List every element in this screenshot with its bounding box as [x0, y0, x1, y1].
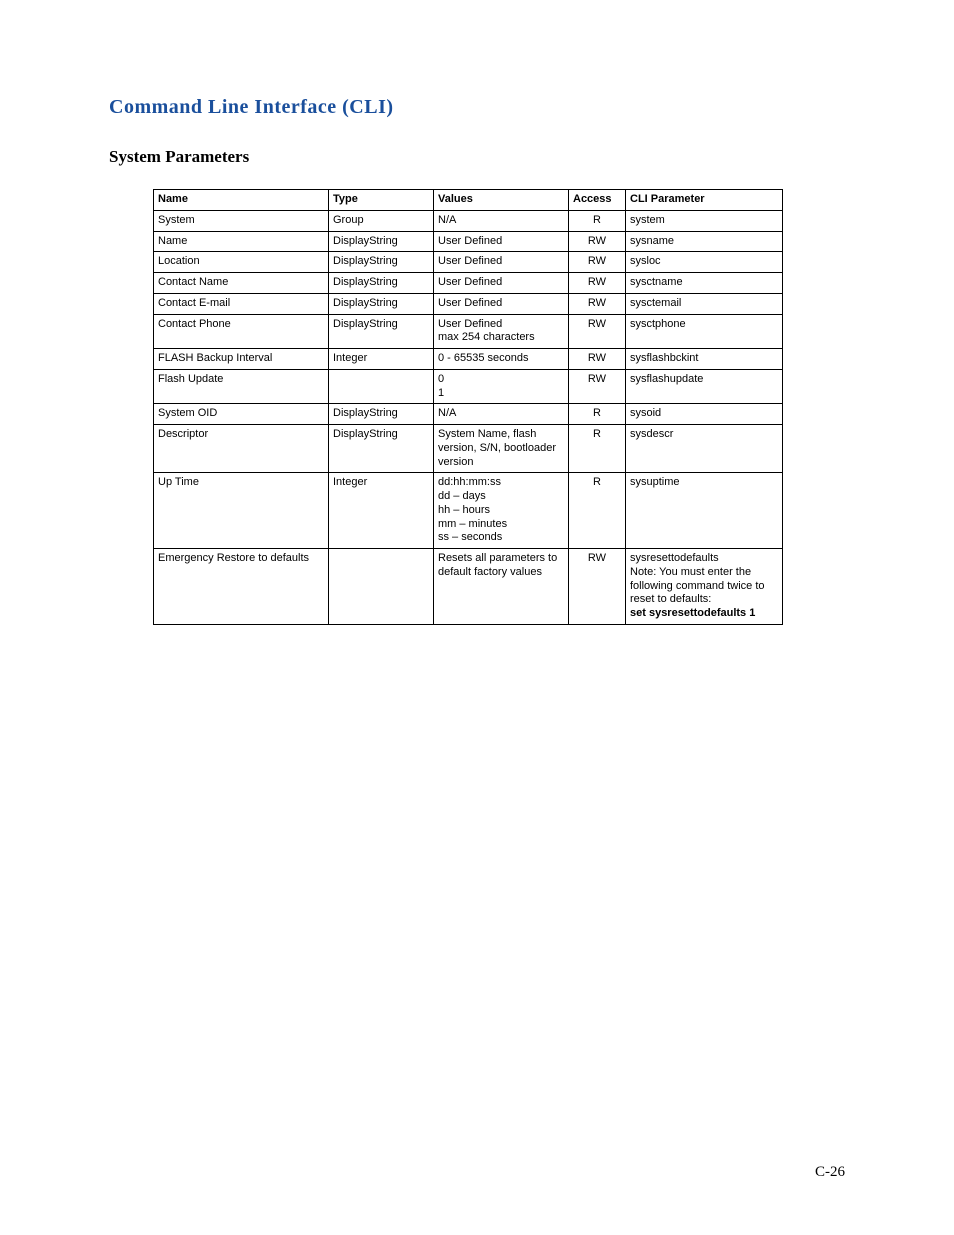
cell-values: User Defined	[434, 273, 569, 294]
cell-name: System	[154, 210, 329, 231]
cell-values: 0 - 65535 seconds	[434, 349, 569, 370]
cell-cli: sysloc	[626, 252, 783, 273]
table-body: SystemGroupN/ARsystemNameDisplayStringUs…	[154, 210, 783, 624]
cell-name: FLASH Backup Interval	[154, 349, 329, 370]
cell-access: R	[569, 210, 626, 231]
cell-type	[329, 369, 434, 404]
cell-cli: sysname	[626, 231, 783, 252]
col-header-type: Type	[329, 190, 434, 211]
table-row: Up TimeIntegerdd:hh:mm:ssdd – dayshh – h…	[154, 473, 783, 549]
table-row: Flash Update 01RWsysflashupdate	[154, 369, 783, 404]
cell-name: Contact Name	[154, 273, 329, 294]
page-number: C-26	[815, 1164, 845, 1181]
cell-access: RW	[569, 252, 626, 273]
cell-cli: sysctphone	[626, 314, 783, 349]
cell-access: RW	[569, 293, 626, 314]
table-row: Contact PhoneDisplayStringUser Definedma…	[154, 314, 783, 349]
cell-values: User Defined	[434, 293, 569, 314]
cell-access: R	[569, 425, 626, 473]
cell-cli: sysflashbckint	[626, 349, 783, 370]
cell-type: DisplayString	[329, 404, 434, 425]
cell-type: DisplayString	[329, 425, 434, 473]
table-row: Contact E-mailDisplayStringUser DefinedR…	[154, 293, 783, 314]
cell-access: RW	[569, 549, 626, 625]
document-page: Command Line Interface (CLI) System Para…	[0, 0, 954, 1235]
col-header-cli: CLI Parameter	[626, 190, 783, 211]
cell-access: RW	[569, 273, 626, 294]
table-row: LocationDisplayStringUser DefinedRWsyslo…	[154, 252, 783, 273]
cell-type	[329, 549, 434, 625]
cell-access: RW	[569, 231, 626, 252]
col-header-access: Access	[569, 190, 626, 211]
cell-type: DisplayString	[329, 252, 434, 273]
cell-cli: sysresettodefaultsNote: You must enter t…	[626, 549, 783, 625]
table-row: DescriptorDisplayStringSystem Name, flas…	[154, 425, 783, 473]
cell-name: Contact E-mail	[154, 293, 329, 314]
cell-type: Integer	[329, 349, 434, 370]
cell-name: Emergency Restore to defaults	[154, 549, 329, 625]
cell-type: DisplayString	[329, 293, 434, 314]
cell-name: Contact Phone	[154, 314, 329, 349]
cell-type: DisplayString	[329, 273, 434, 294]
cell-values: User Definedmax 254 characters	[434, 314, 569, 349]
cell-access: RW	[569, 349, 626, 370]
cell-values: User Defined	[434, 252, 569, 273]
cell-type: DisplayString	[329, 231, 434, 252]
cell-values: User Defined	[434, 231, 569, 252]
cell-name: Name	[154, 231, 329, 252]
section-heading: System Parameters	[109, 147, 845, 167]
table-row: Emergency Restore to defaults Resets all …	[154, 549, 783, 625]
cell-access: RW	[569, 314, 626, 349]
table-row: NameDisplayStringUser DefinedRWsysname	[154, 231, 783, 252]
cell-cli: sysctname	[626, 273, 783, 294]
table-row: SystemGroupN/ARsystem	[154, 210, 783, 231]
cell-type: Integer	[329, 473, 434, 549]
cell-values: Resets all parameters to default factory…	[434, 549, 569, 625]
cell-cli: system	[626, 210, 783, 231]
cell-name: Flash Update	[154, 369, 329, 404]
cell-cli-bold: set sysresettodefaults 1	[630, 607, 755, 619]
cell-name: Location	[154, 252, 329, 273]
cell-values: N/A	[434, 210, 569, 231]
cell-name: System OID	[154, 404, 329, 425]
cell-cli: sysoid	[626, 404, 783, 425]
cell-cli: sysflashupdate	[626, 369, 783, 404]
cell-name: Descriptor	[154, 425, 329, 473]
cell-access: R	[569, 473, 626, 549]
cell-access: RW	[569, 369, 626, 404]
cell-cli: sysctemail	[626, 293, 783, 314]
col-header-values: Values	[434, 190, 569, 211]
cell-name: Up Time	[154, 473, 329, 549]
cell-values: N/A	[434, 404, 569, 425]
cell-cli: sysuptime	[626, 473, 783, 549]
parameters-table: Name Type Values Access CLI Parameter Sy…	[153, 189, 783, 625]
table-row: Contact NameDisplayStringUser DefinedRWs…	[154, 273, 783, 294]
table-header-row: Name Type Values Access CLI Parameter	[154, 190, 783, 211]
cell-values: 01	[434, 369, 569, 404]
page-title: Command Line Interface (CLI)	[109, 96, 845, 119]
col-header-name: Name	[154, 190, 329, 211]
cell-access: R	[569, 404, 626, 425]
cell-type: DisplayString	[329, 314, 434, 349]
table-row: System OIDDisplayStringN/ARsysoid	[154, 404, 783, 425]
cell-values: dd:hh:mm:ssdd – dayshh – hoursmm – minut…	[434, 473, 569, 549]
cell-type: Group	[329, 210, 434, 231]
cell-values: System Name, flash version, S/N, bootloa…	[434, 425, 569, 473]
cell-cli: sysdescr	[626, 425, 783, 473]
table-row: FLASH Backup IntervalInteger0 - 65535 se…	[154, 349, 783, 370]
